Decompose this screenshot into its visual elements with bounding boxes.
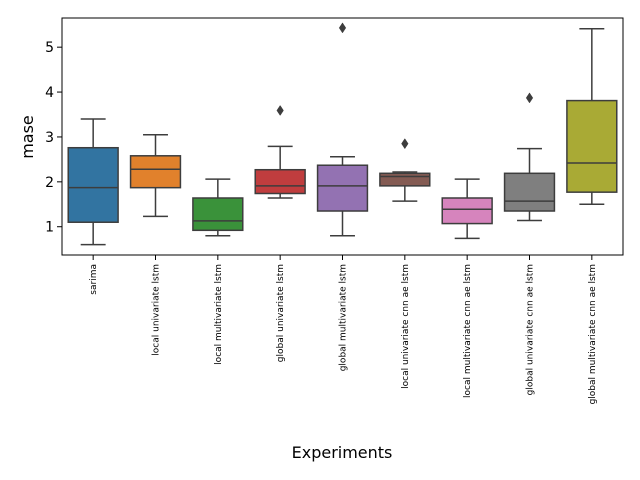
box-body [316, 164, 369, 212]
x-tick-label: global univariate lstm [276, 264, 286, 362]
y-tick-label: 2 [45, 175, 54, 191]
box-body [379, 172, 431, 187]
box-group [129, 133, 182, 218]
x-tick-label: local multivariate cnn ae lstm [463, 264, 473, 398]
box-body [503, 172, 556, 212]
box-group [379, 138, 431, 202]
box-outlier-point [338, 22, 347, 34]
y-tick-label: 5 [45, 40, 54, 56]
box-group [503, 92, 556, 222]
box-group [441, 178, 493, 240]
x-axis-label: Experiments [292, 443, 393, 462]
x-tick-label: local univariate lstm [152, 264, 162, 356]
box-outlier-point [276, 105, 284, 116]
x-tick-label: global univariate cnn ae lstm [526, 264, 536, 395]
y-tick-label: 1 [45, 220, 54, 236]
y-axis-label: mase [18, 115, 37, 159]
box-group [316, 22, 369, 237]
box-body [67, 146, 119, 223]
box-outlier-point [525, 92, 534, 104]
box-group [566, 28, 618, 206]
x-tick-label: global multivariate lstm [339, 264, 349, 371]
box-group [254, 105, 306, 199]
x-tick-label: local univariate cnn ae lstm [401, 264, 411, 389]
box-group [67, 118, 119, 246]
y-axis-ticks: 1 2 3 4 5 [45, 40, 62, 236]
boxes-layer [67, 22, 618, 246]
box-body [192, 197, 244, 232]
y-tick-label: 4 [45, 85, 54, 101]
box-body [441, 197, 493, 225]
box-body [254, 168, 306, 195]
y-tick-label: 3 [45, 130, 54, 146]
x-tick-label: local multivariate lstm [214, 264, 224, 365]
x-axis-ticks: sarima local univariate lstm local multiva… [89, 255, 598, 404]
x-tick-label: sarima [89, 264, 99, 295]
box-body [566, 99, 618, 193]
box-outlier-point [401, 138, 409, 150]
box-body [129, 155, 182, 189]
x-tick-label: global multivariate cnn ae lstm [588, 264, 598, 404]
box-group [192, 178, 244, 237]
